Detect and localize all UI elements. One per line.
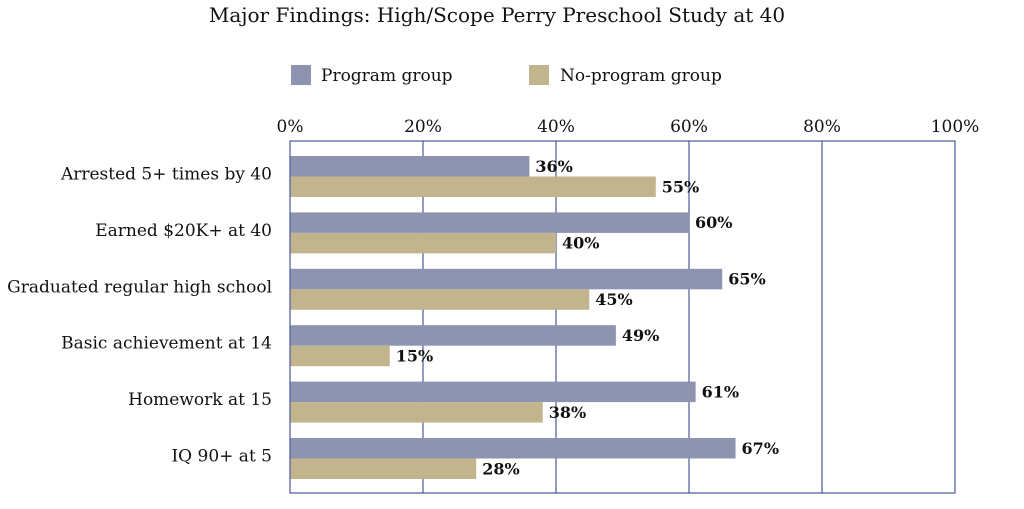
- bar-no-program: [290, 289, 590, 310]
- data-label: 61%: [702, 382, 739, 401]
- category-label: Graduated regular high school: [7, 277, 272, 297]
- x-tick-label: 0%: [277, 117, 304, 137]
- x-tick-label: 100%: [931, 117, 980, 137]
- legend-label-no-program: No-program group: [560, 66, 722, 86]
- x-axis-ticks: 0% 20% 40% 60% 80% 100%: [277, 117, 980, 137]
- legend-swatch-no-program: [529, 65, 549, 85]
- legend-swatch-program: [291, 65, 311, 85]
- data-labels: 36% 55% 60% 40% 65% 45% 49% 15% 61% 38% 67% 28%: [396, 157, 779, 479]
- category-label: Basic achievement at 14: [61, 334, 272, 354]
- bar-program: [290, 268, 723, 290]
- bar-program: [290, 156, 530, 177]
- chart-title: Major Findings: High/Scope Perry Prescho…: [209, 3, 785, 27]
- bar-no-program: [290, 176, 656, 197]
- category-label: IQ 90+ at 5: [171, 447, 272, 467]
- bar-program: [290, 381, 696, 403]
- x-tick-label: 60%: [670, 117, 708, 137]
- x-tick-label: 80%: [803, 117, 841, 137]
- legend: Program group No-program group: [291, 65, 722, 86]
- bar-program: [290, 325, 616, 346]
- data-label: 67%: [742, 439, 779, 458]
- bar-no-program: [290, 402, 543, 423]
- data-label: 38%: [549, 403, 586, 422]
- data-label: 49%: [622, 326, 659, 345]
- category-label: Arrested 5+ times by 40: [60, 165, 272, 185]
- category-labels: Arrested 5+ times by 40 Earned $20K+ at 4…: [7, 165, 272, 467]
- data-label: 15%: [396, 346, 433, 365]
- bars: [290, 156, 736, 479]
- bar-program: [290, 438, 736, 459]
- legend-label-program: Program group: [321, 66, 453, 86]
- bar-no-program: [290, 345, 390, 367]
- data-label: 55%: [662, 177, 699, 196]
- plot-frame: [289, 140, 956, 494]
- category-label: Earned $20K+ at 40: [95, 221, 272, 241]
- x-tick-label: 40%: [537, 117, 575, 137]
- data-label: 65%: [728, 270, 765, 289]
- data-label: 60%: [695, 213, 732, 232]
- bar-no-program: [290, 458, 477, 479]
- data-label: 45%: [595, 290, 632, 309]
- data-label: 40%: [562, 234, 599, 253]
- x-tick-label: 20%: [404, 117, 442, 137]
- bar-program: [290, 212, 689, 233]
- bar-no-program: [290, 232, 556, 254]
- grid-lines: [422, 141, 823, 493]
- category-label: Homework at 15: [128, 390, 272, 410]
- data-label: 28%: [482, 459, 519, 478]
- data-label: 36%: [535, 157, 572, 176]
